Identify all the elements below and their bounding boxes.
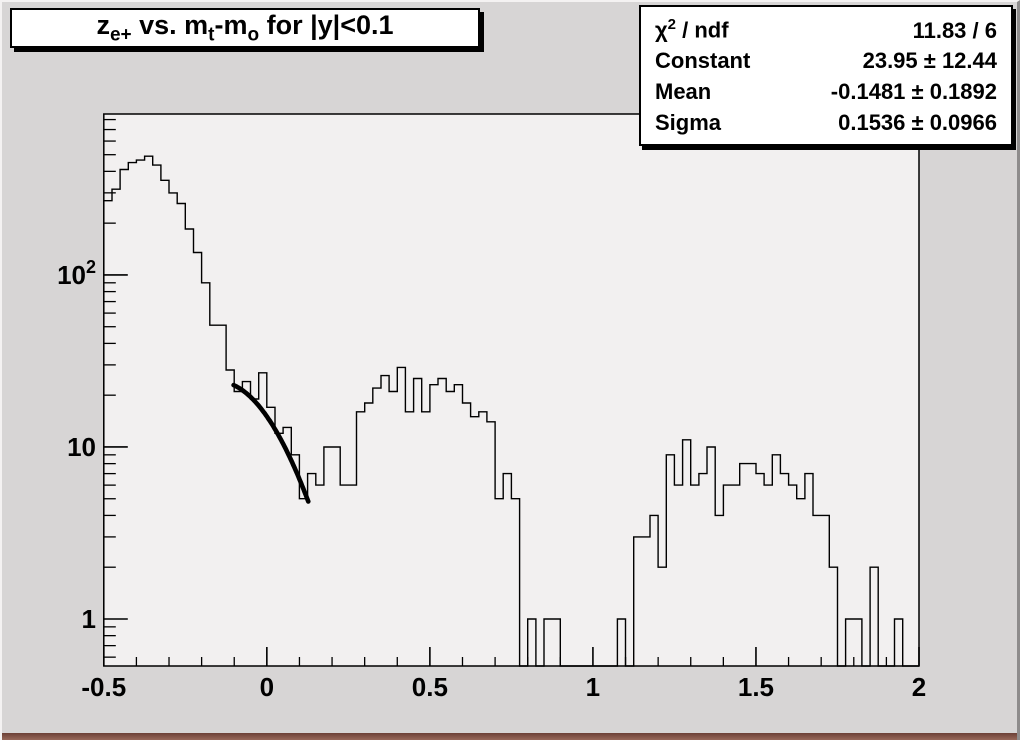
stat-value-sigma: 0.1536 ± 0.0966 — [838, 109, 997, 135]
title-subscript: o — [247, 24, 260, 46]
stat-row-sigma: Sigma 0.1536 ± 0.0966 — [641, 109, 1011, 135]
window-bottom-edge — [2, 733, 1017, 740]
stat-value-constant: 23.95 ± 12.44 — [862, 48, 997, 74]
x-axis-tick-label: -0.5 — [81, 672, 126, 702]
chi-symbol: χ — [655, 17, 668, 43]
histogram-outline — [103, 155, 919, 667]
stat-label-constant: Constant — [655, 48, 751, 74]
axis-frame — [103, 113, 920, 667]
fit-stats-box: χ2 / ndf 11.83 / 6 Constant 23.95 ± 12.4… — [639, 5, 1013, 146]
y-axis-tick-label: 10 — [67, 432, 96, 462]
stat-label-sigma: Sigma — [655, 109, 722, 135]
gaussian-fit-curve — [231, 382, 311, 504]
stat-row-constant: Constant 23.95 ± 12.44 — [641, 50, 1011, 72]
stat-value-chi2: 11.83 / 6 — [912, 17, 997, 43]
chi-exponent: 2 — [667, 16, 677, 34]
plot-title: ze+ vs. mt-mo for |y|<0.1 — [96, 10, 393, 46]
title-seg: -m — [214, 9, 248, 40]
title-box: ze+ vs. mt-mo for |y|<0.1 — [10, 8, 480, 48]
y-axis-tick-label: 102 — [57, 257, 96, 290]
stat-label-mean: Mean — [655, 78, 712, 104]
ndf-label: / ndf — [676, 17, 729, 43]
y-axis-tick-label: 1 — [82, 604, 96, 634]
title-subscript: t — [208, 24, 215, 46]
stat-label-chi2: χ2 / ndf — [655, 17, 729, 41]
stat-value-mean: -0.1481 ± 0.1892 — [830, 78, 997, 104]
x-axis-tick-label: 0.5 — [412, 672, 448, 702]
x-axis-tick-label: 0 — [260, 672, 274, 702]
x-axis-tick-label: 1.5 — [738, 672, 774, 702]
title-subscript: e+ — [109, 24, 132, 46]
stat-row-chi2-ndf: χ2 / ndf 11.83 / 6 — [641, 17, 1011, 41]
title-seg: for |y|<0.1 — [259, 9, 394, 40]
x-axis-tick-label: 2 — [912, 672, 926, 702]
title-seg: vs. m — [131, 9, 209, 40]
stat-row-mean: Mean -0.1481 ± 0.1892 — [641, 78, 1011, 104]
x-axis-tick-label: 1 — [586, 672, 600, 702]
frame-background — [103, 114, 920, 666]
title-seg: z — [96, 9, 110, 40]
